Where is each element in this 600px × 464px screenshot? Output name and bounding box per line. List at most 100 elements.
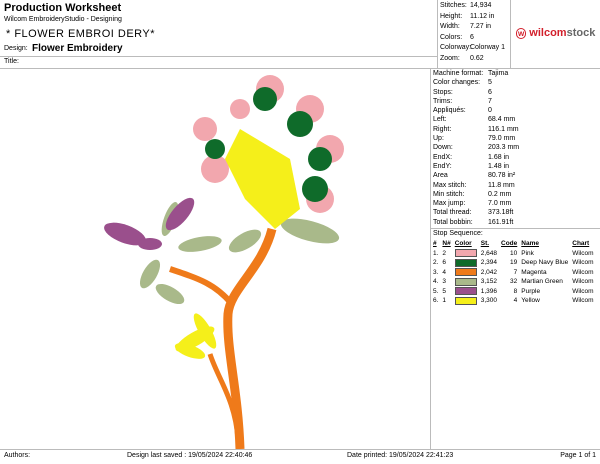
info-value: 373.18ft (488, 209, 514, 217)
cell-color (453, 249, 479, 259)
cell-name: Yellow (521, 297, 540, 305)
info-row: Max jump: 7.0 mm (433, 200, 519, 209)
cell-num: 4. (433, 278, 439, 286)
divider (437, 0, 438, 68)
info-value: 1.68 in (488, 153, 510, 161)
info-label: Max stitch: (433, 181, 467, 189)
info-row: Right: 116.1 mm (433, 126, 519, 135)
logo: w wilcomstock (516, 27, 596, 39)
column-header: Color (454, 240, 472, 248)
stop-table: # N# Color St. Code Name Chart 1. 2 2,648 10 Pink Wi… (431, 239, 596, 306)
info-label: Color changes: (433, 79, 481, 87)
info-value: 68.4 mm (488, 116, 516, 124)
cell-code: 7 (513, 268, 518, 276)
logo-brand: wilcom (529, 27, 567, 39)
info-label: Area (433, 172, 448, 180)
cell-chart: Wilcom (572, 287, 594, 295)
stop-row: 3. 4 2,042 7 Magenta Wilcom (431, 268, 596, 278)
info-row: EndY: 1.48 in (433, 163, 519, 172)
info-row: Colorway: Colorway 1 (440, 44, 505, 55)
column-header: St. (480, 240, 490, 248)
cell-name: Martian Green (521, 278, 563, 286)
info-value: 7.27 in (470, 23, 492, 30)
info-label: Width: (440, 23, 460, 30)
info-label: Appliqués: (433, 107, 466, 115)
cell-needle: 2 (442, 249, 447, 257)
info-row: Trims: 7 (433, 98, 519, 107)
divider (430, 68, 431, 449)
color-swatch (454, 287, 477, 296)
cell-name: Deep Navy Blue (521, 259, 569, 267)
info-value: 79.0 mm (488, 135, 516, 143)
info-value: Tajima (488, 70, 509, 77)
divider (0, 68, 600, 69)
stop-row: 1. 2 2,648 10 Pink Wilcom (431, 249, 596, 259)
cell-color (453, 258, 479, 268)
info-label: Min stitch: (433, 190, 465, 198)
cell-num: 1. (433, 249, 439, 257)
column-header: # (433, 240, 437, 248)
info-label: EndY: (433, 162, 452, 170)
info-value: 11.12 in (470, 12, 495, 20)
info-value: 14,934 (470, 2, 492, 9)
info-row: Machine format: Tajima (433, 70, 519, 79)
cell-code: 8 (513, 287, 518, 295)
info-label: Height: (440, 12, 463, 20)
info-row: Down: 203.3 mm (433, 144, 519, 153)
info-row: Zoom: 0.62 (440, 55, 505, 66)
authors: Authors: (4, 452, 31, 459)
info-row: EndX: 1.68 in (433, 154, 519, 163)
cell-name: Pink (521, 249, 534, 257)
info-value: 80.78 in² (488, 172, 516, 180)
cell-chart: Wilcom (572, 249, 594, 257)
stop-row: 4. 3 3,152 32 Martian Green Wilcom (431, 277, 596, 287)
info-label: EndX: (433, 153, 453, 161)
page-number: Page 1 of 1 (560, 452, 596, 459)
design-preview (104, 75, 344, 449)
saved-date: Design last saved : 19/05/2024 22:40:46 (127, 452, 253, 459)
info-row: Appliqués: 0 (433, 107, 519, 116)
info-value: 5 (488, 79, 492, 87)
cell-num: 2. (433, 259, 439, 267)
stop-sequence-title: Stop Sequence: (433, 230, 483, 237)
column-header: Code (501, 240, 518, 248)
cell-color (453, 268, 479, 278)
design-label: Design: (4, 45, 28, 52)
stop-row: 2. 6 2,394 19 Deep Navy Blue Wilcom (431, 258, 596, 268)
info-row: Left: 68.4 mm (433, 116, 519, 125)
title: Production Worksheet (4, 2, 122, 14)
info-value: 6 (470, 33, 474, 41)
color-swatch (454, 249, 477, 258)
summary: Stitches: 14,934 Height: 11.12 in Width: 7.27… (440, 2, 505, 65)
stop-row: 6. 1 3,300 4 Yellow Wilcom (431, 296, 596, 306)
info-value: 203.3 mm (488, 144, 520, 152)
color-swatch (454, 258, 477, 267)
cell-code: 10 (510, 249, 518, 257)
design-value: Flower Embroidery (32, 43, 123, 54)
design-name: * FLOWER EMBROI DERY* (6, 28, 156, 40)
info-label: Left: (433, 116, 447, 124)
logo-suffix: stock (566, 27, 596, 39)
cell-color (453, 296, 479, 306)
cell-color (453, 287, 479, 297)
info-label: Up: (433, 135, 444, 143)
subtitle: Wilcom EmbroideryStudio - Designing (4, 16, 122, 23)
info-value: 0.2 mm (488, 190, 512, 198)
cell-chart: Wilcom (572, 297, 594, 305)
info-row: Total bobbin: 161.91ft (433, 219, 519, 228)
info-value: 161.91ft (488, 218, 514, 226)
info-row: Min stitch: 0.2 mm (433, 191, 519, 200)
cell-code: 19 (510, 259, 518, 267)
info-row: Up: 79.0 mm (433, 135, 519, 144)
info-value: 0 (488, 107, 492, 115)
printed-date: Date printed: 19/05/2024 22:41:23 (347, 452, 454, 459)
info-label: Total bobbin: (433, 218, 473, 226)
info-label: Trims: (433, 97, 453, 105)
info-label: Stops: (433, 88, 453, 96)
cell-stitches: 2,394 (480, 259, 498, 267)
info-label: Stitches: (440, 2, 467, 9)
info-row: Area 80.78 in² (433, 172, 519, 181)
info-value: 7.0 mm (488, 200, 512, 208)
cell-code: 4 (513, 297, 518, 305)
stop-row: 5. 5 1,396 8 Purple Wilcom (431, 287, 596, 297)
